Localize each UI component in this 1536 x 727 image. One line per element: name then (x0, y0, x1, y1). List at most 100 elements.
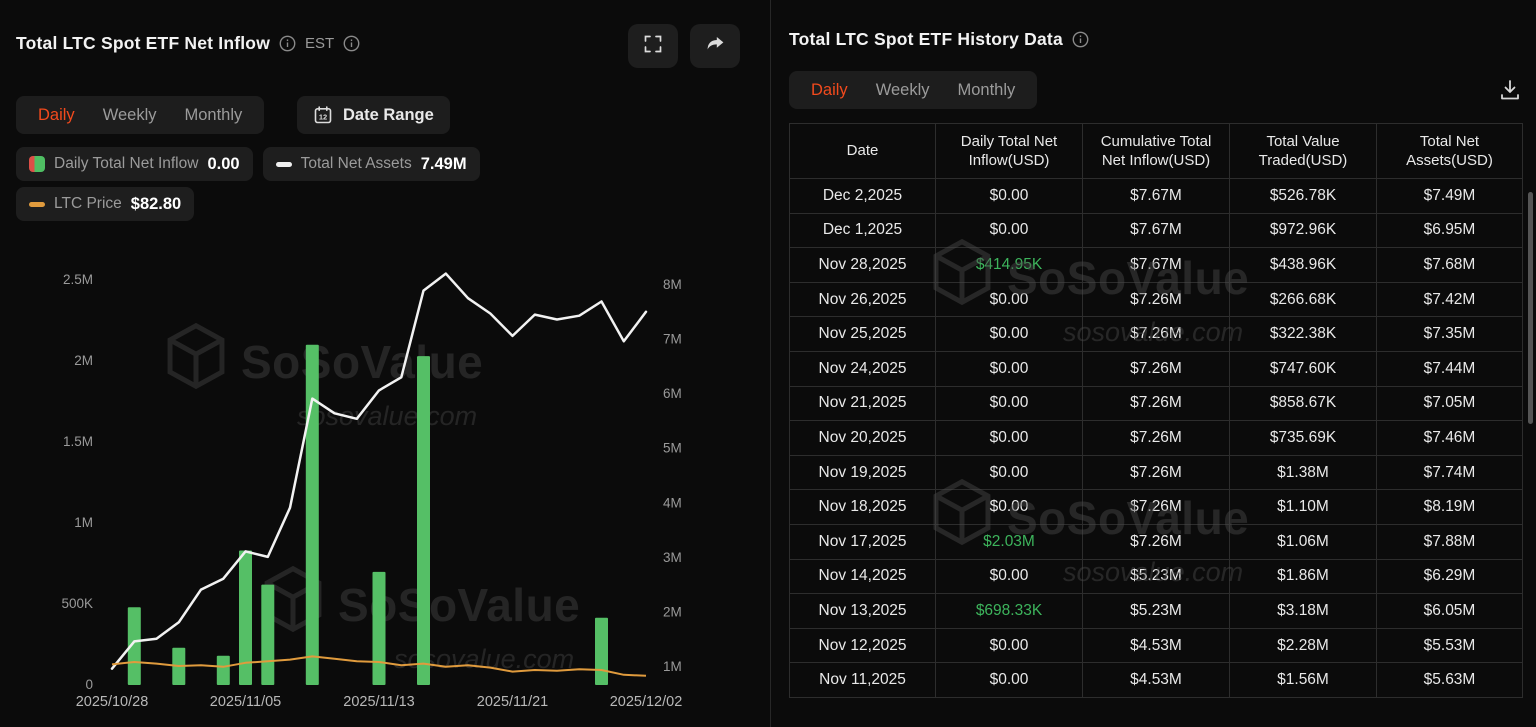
table-row: Nov 14,2025 $0.00 $5.23M $1.86M $6.29M (789, 558, 1523, 595)
column-header: Total Value Traded(USD) (1229, 123, 1377, 179)
table-row: Nov 26,2025 $0.00 $7.26M $266.68K $7.42M (789, 281, 1523, 318)
cell-cumulative-inflow: $4.53M (1082, 627, 1230, 664)
assets-line-icon (275, 161, 292, 167)
svg-text:1M: 1M (663, 659, 682, 674)
info-icon[interactable] (1072, 31, 1089, 48)
cell-value-traded: $3.18M (1229, 593, 1377, 629)
fullscreen-icon (643, 34, 663, 59)
cell-cumulative-inflow: $5.23M (1082, 593, 1230, 629)
history-panel-header: Total LTC Spot ETF History Data (789, 29, 1089, 50)
share-icon (705, 33, 726, 59)
cell-daily-inflow: $414.95K (935, 247, 1083, 283)
svg-text:2025/11/05: 2025/11/05 (210, 694, 282, 710)
date-range-button[interactable]: 12 Date Range (297, 96, 450, 134)
column-header: Daily Total Net Inflow(USD) (935, 123, 1083, 179)
cell-date: Nov 25,2025 (789, 316, 936, 352)
legend-value: 7.49M (420, 154, 467, 173)
netflow-chart[interactable]: 0 500K 1M 1.5M 2M 2.5M 1M 2M 3M 4M 5M 6M 7M 8M 2025/10… (0, 240, 770, 727)
cell-cumulative-inflow: $7.26M (1082, 454, 1230, 491)
table-row: Nov 25,2025 $0.00 $7.26M $322.38K $7.35M (789, 316, 1523, 352)
cell-net-assets: $7.74M (1376, 454, 1523, 491)
cell-cumulative-inflow: $7.26M (1082, 281, 1230, 318)
chart-legend-row-2: LTC Price $82.80 (16, 187, 195, 221)
tab-weekly[interactable]: Weekly (102, 106, 157, 124)
chart-action-buttons (628, 24, 740, 68)
cell-date: Nov 13,2025 (789, 593, 936, 629)
legend-value: $82.80 (130, 194, 182, 213)
table-row: Nov 17,2025 $2.03M $7.26M $1.06M $7.88M (789, 523, 1523, 560)
tab-daily[interactable]: Daily (811, 81, 848, 99)
cell-daily-inflow: $0.00 (935, 350, 1083, 387)
cell-daily-inflow: $0.00 (935, 662, 1083, 698)
cell-net-assets: $7.44M (1376, 350, 1523, 387)
netflow-panel-title: Total LTC Spot ETF Net Inflow (16, 33, 271, 53)
cell-cumulative-inflow: $7.26M (1082, 350, 1230, 387)
cell-net-assets: $5.53M (1376, 627, 1523, 664)
table-row: Nov 21,2025 $0.00 $7.26M $858.67K $7.05M (789, 385, 1523, 422)
cell-net-assets: $6.05M (1376, 593, 1523, 629)
cell-value-traded: $2.28M (1229, 627, 1377, 664)
cell-date: Nov 12,2025 (789, 627, 936, 664)
history-data-panel: Total LTC Spot ETF History Data Daily We… (771, 0, 1536, 727)
cell-net-assets: $5.63M (1376, 662, 1523, 698)
info-icon[interactable] (343, 35, 360, 52)
cell-daily-inflow: $0.00 (935, 212, 1083, 249)
cell-date: Nov 17,2025 (789, 523, 936, 560)
cell-value-traded: $526.78K (1229, 178, 1377, 214)
cell-date: Nov 26,2025 (789, 281, 936, 318)
cell-value-traded: $972.96K (1229, 212, 1377, 249)
cell-net-assets: $7.42M (1376, 281, 1523, 318)
cell-cumulative-inflow: $4.53M (1082, 662, 1230, 698)
cell-net-assets: $6.29M (1376, 558, 1523, 595)
cell-net-assets: $7.35M (1376, 316, 1523, 352)
cell-cumulative-inflow: $7.26M (1082, 523, 1230, 560)
table-row: Nov 13,2025 $698.33K $5.23M $3.18M $6.05M (789, 593, 1523, 629)
tab-monthly[interactable]: Monthly (957, 81, 1016, 99)
cell-cumulative-inflow: $7.67M (1082, 247, 1230, 283)
cell-value-traded: $266.68K (1229, 281, 1377, 318)
cell-net-assets: $7.46M (1376, 420, 1523, 456)
legend-total-net-assets[interactable]: Total Net Assets 7.49M (262, 147, 480, 181)
table-row: Nov 12,2025 $0.00 $4.53M $2.28M $5.53M (789, 627, 1523, 664)
table-row: Nov 18,2025 $0.00 $7.26M $1.10M $8.19M (789, 489, 1523, 525)
legend-label: Daily Total Net Inflow (54, 155, 199, 172)
cell-date: Nov 19,2025 (789, 454, 936, 491)
history-table-header-row: Date Daily Total Net Inflow(USD) Cumulativ… (789, 123, 1523, 179)
svg-text:2M: 2M (74, 353, 93, 368)
tab-monthly[interactable]: Monthly (184, 106, 243, 124)
cell-net-assets: $7.88M (1376, 523, 1523, 560)
cell-net-assets: $8.19M (1376, 489, 1523, 525)
legend-ltc-price[interactable]: LTC Price $82.80 (16, 187, 195, 221)
tab-weekly[interactable]: Weekly (875, 81, 930, 99)
cell-daily-inflow: $0.00 (935, 178, 1083, 214)
legend-value: 0.00 (207, 154, 240, 173)
svg-text:12: 12 (319, 113, 327, 122)
cell-daily-inflow: $2.03M (935, 523, 1083, 560)
svg-text:1M: 1M (74, 515, 93, 530)
cell-net-assets: $7.68M (1376, 247, 1523, 283)
cell-date: Nov 20,2025 (789, 420, 936, 456)
download-button[interactable] (1498, 78, 1522, 107)
table-row: Dec 1,2025 $0.00 $7.67M $972.96K $6.95M (789, 212, 1523, 249)
cell-daily-inflow: $0.00 (935, 316, 1083, 352)
fullscreen-button[interactable] (628, 24, 678, 68)
calendar-icon: 12 (313, 105, 333, 125)
svg-text:2.5M: 2.5M (63, 272, 93, 287)
share-button[interactable] (690, 24, 740, 68)
cell-net-assets: $6.95M (1376, 212, 1523, 249)
svg-text:5M: 5M (663, 441, 682, 456)
legend-daily-net-inflow[interactable]: Daily Total Net Inflow 0.00 (16, 147, 253, 181)
table-row: Dec 2,2025 $0.00 $7.67M $526.78K $7.49M (789, 178, 1523, 214)
info-icon[interactable] (279, 35, 296, 52)
history-panel-title: Total LTC Spot ETF History Data (789, 29, 1063, 49)
tab-daily[interactable]: Daily (38, 106, 75, 124)
cell-value-traded: $322.38K (1229, 316, 1377, 352)
table-scrollbar[interactable] (1528, 192, 1533, 424)
panel-divider (770, 0, 771, 727)
legend-label: LTC Price (54, 195, 122, 212)
cell-value-traded: $735.69K (1229, 420, 1377, 456)
cell-date: Nov 11,2025 (789, 662, 936, 698)
svg-text:4M: 4M (663, 495, 682, 510)
table-row: Nov 11,2025 $0.00 $4.53M $1.56M $5.63M (789, 662, 1523, 698)
